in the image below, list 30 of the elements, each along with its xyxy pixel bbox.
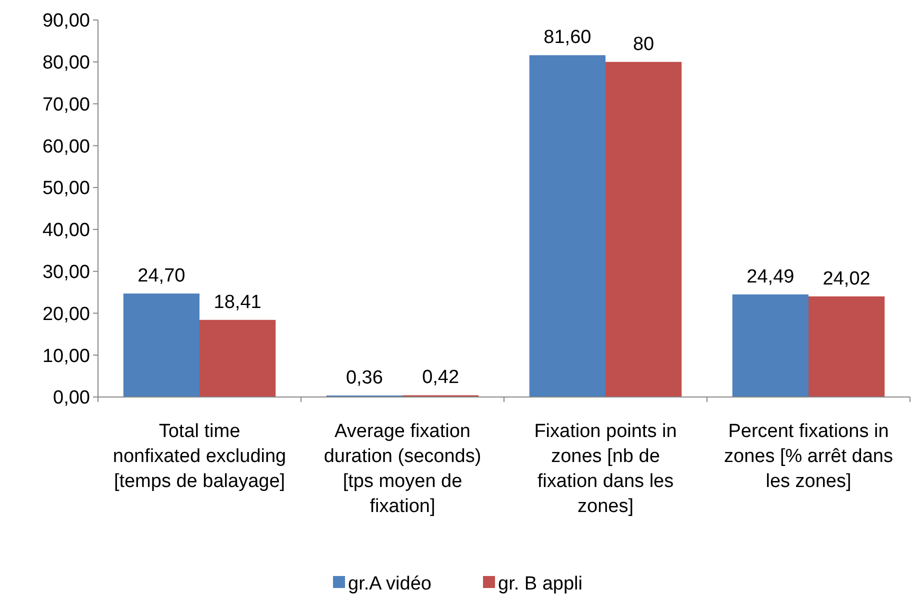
bar — [200, 320, 276, 397]
y-tick-label: 0,00 — [53, 388, 90, 409]
bar — [606, 62, 682, 397]
y-tick-label: 80,00 — [42, 52, 90, 74]
y-tick-label: 60,00 — [42, 136, 90, 158]
bar — [808, 296, 885, 397]
data-label: 0,42 — [422, 367, 460, 388]
x-tick-label: Percent fixations in zones [% arrêt dans les zones] — [724, 421, 893, 492]
data-label: 0,36 — [346, 367, 383, 388]
x-tick-label: Average fixation duration (seconds) [tps moyen de fixation] — [324, 421, 482, 517]
y-tick-label: 30,00 — [42, 262, 90, 283]
y-tick-label: 40,00 — [42, 220, 90, 242]
y-tick-label: 20,00 — [42, 304, 90, 325]
bar — [529, 55, 606, 397]
legend-label: gr.A vidéo — [348, 574, 432, 595]
data-label: 18,41 — [214, 292, 262, 313]
data-label: 24,70 — [138, 266, 186, 287]
x-tick-label: Fixation points in zones [nb de fixation dans les zones] — [534, 421, 677, 517]
x-tick-label: Total time nonfixated excluding [temps de balayage] — [112, 421, 286, 492]
data-label: 81,60 — [544, 27, 592, 48]
y-tick-label: 70,00 — [42, 94, 90, 116]
data-label: 24,49 — [746, 266, 794, 288]
legend-label: gr. B appli — [498, 574, 582, 595]
y-tick-label: 10,00 — [42, 346, 90, 367]
data-label: 24,02 — [822, 268, 870, 290]
data-label: 80 — [632, 34, 654, 55]
bar — [732, 294, 808, 397]
y-tick-label: 90,00 — [42, 10, 90, 32]
y-tick-label: 50,00 — [42, 178, 90, 200]
bar — [123, 294, 200, 397]
